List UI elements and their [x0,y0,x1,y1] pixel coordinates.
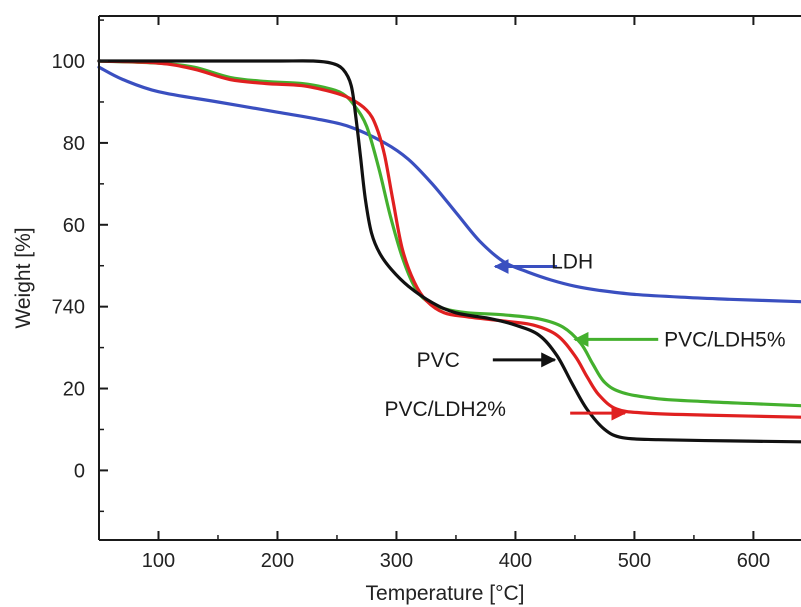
x-tick-label: 300 [380,550,413,572]
x-tick-label: 600 [737,550,770,572]
labels: Temperature [°C] Weight [%] [12,227,524,605]
x-axis-title: Temperature [°C] [366,582,525,605]
y-tick-label: 20 [63,379,85,401]
annotation-label-pvc: PVC [417,349,460,372]
y-tick-label: 100 [52,51,85,73]
y-tick-label: 80 [63,133,85,155]
annotation-label-pvc-ldh2: PVC/LDH2% [385,398,506,421]
x-tick-label: 200 [261,550,294,572]
series-line-pvc-ldh2 [97,59,801,419]
x-tick-label: 500 [618,550,651,572]
y-tick-label: 0 [74,460,85,482]
annotation-label-ldh: LDH [551,251,593,274]
x-tick-label: 100 [142,550,175,572]
axes: 100 200 300 400 500 600 0 20 740 60 80 100 [52,15,801,572]
y-tick-label: 740 [52,297,85,319]
series-line-pvc [97,59,801,444]
x-tick-label: 400 [499,550,532,572]
plot-area: LDH PVC/LDH5% PVC PVC/LDH2% [97,59,801,444]
annotation-label-pvc-ldh5: PVC/LDH5% [664,328,785,351]
y-tick-label: 60 [63,215,85,237]
y-axis-title: Weight [%] [12,227,35,328]
series-line-ldh [97,65,801,304]
